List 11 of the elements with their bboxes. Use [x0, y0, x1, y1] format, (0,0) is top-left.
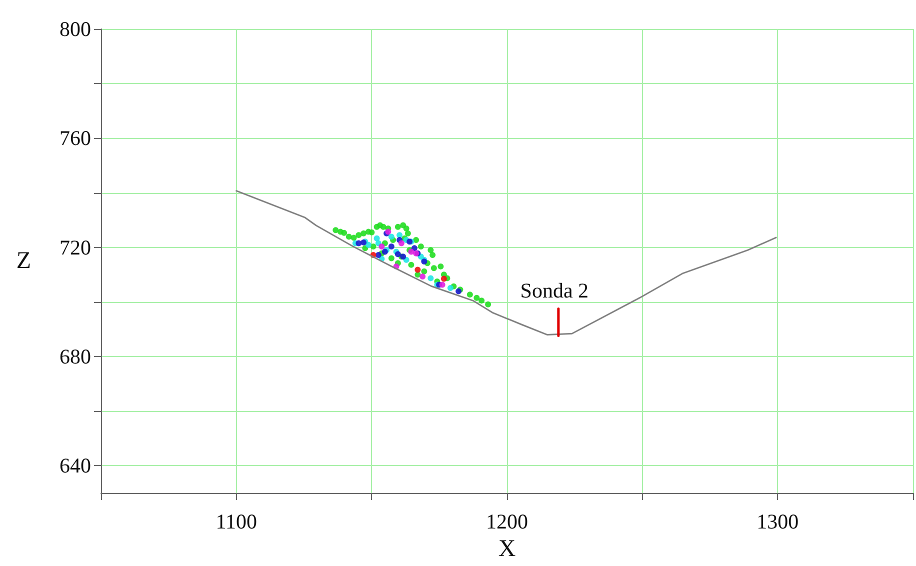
x-tick-label: 1300: [756, 510, 799, 534]
x-tick-label: 1200: [486, 510, 528, 534]
y-tick-label: 760: [60, 126, 91, 150]
annotation: Sonda 2: [520, 278, 589, 302]
y-tick-label: 800: [60, 17, 91, 41]
x-axis-title: X: [498, 536, 516, 562]
y-tick-label: 720: [60, 235, 91, 260]
x-tick-label: 1100: [216, 510, 257, 534]
y-axis-title: Z: [16, 248, 31, 274]
y-tick-label: 640: [60, 454, 91, 478]
y-tick-label: 680: [60, 344, 91, 369]
